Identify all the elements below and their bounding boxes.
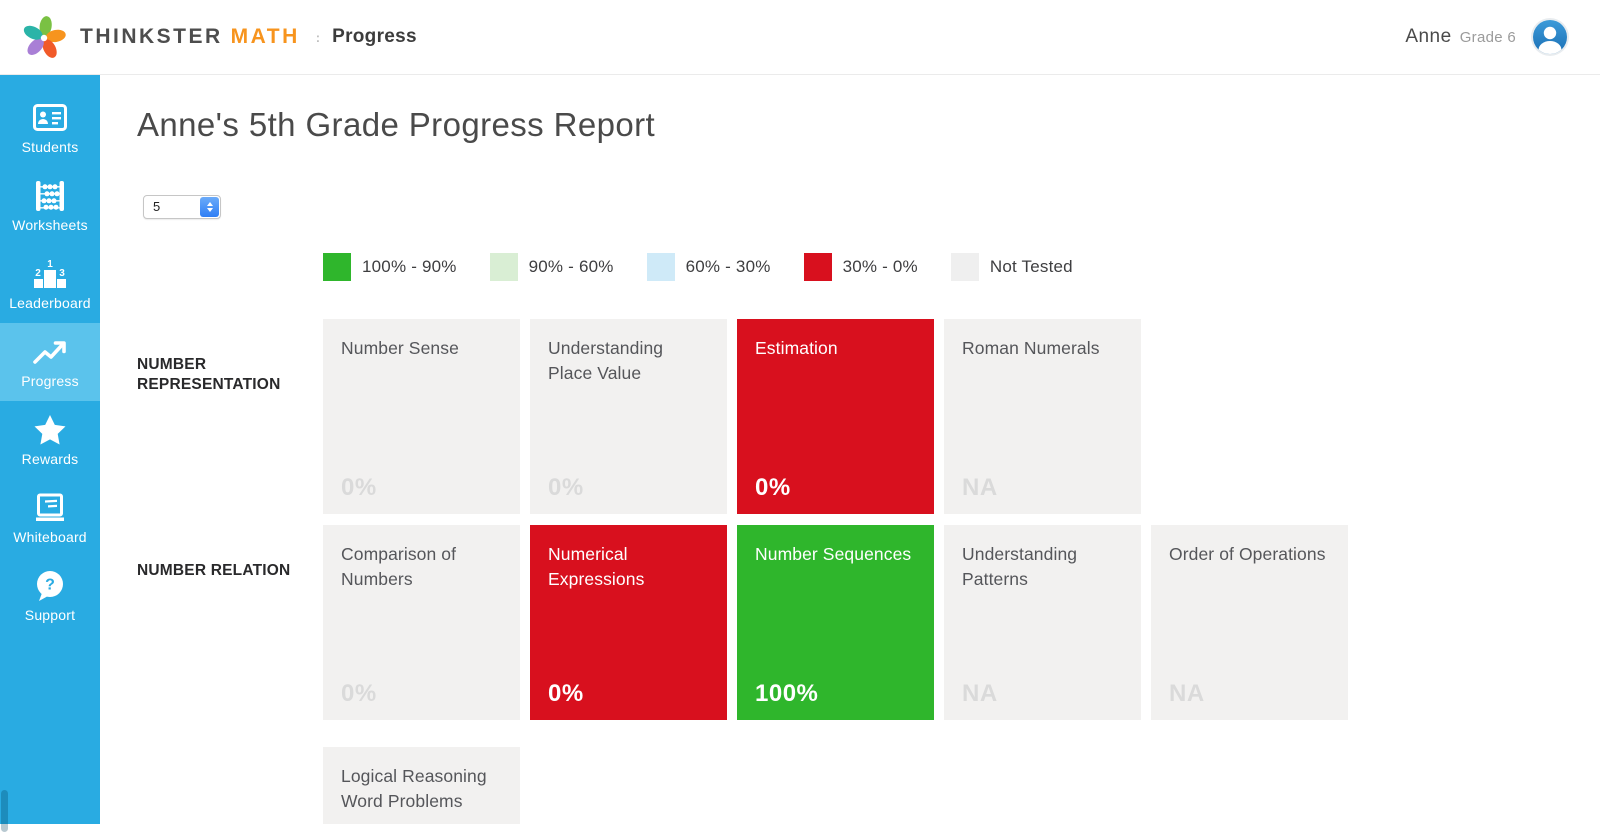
skill-card-understanding-place-value[interactable]: Understanding Place Value 0%	[530, 319, 727, 514]
skill-score: 0%	[755, 474, 791, 501]
grade-select[interactable]: 5	[143, 195, 221, 219]
legend-item: 90% - 60%	[489, 253, 614, 281]
sidebar-item-label: Whiteboard	[13, 528, 87, 545]
skill-score: NA	[962, 474, 998, 501]
legend-swatch-mid-low	[646, 253, 675, 281]
sidebar-item-leaderboard[interactable]: 1 2 3 Leaderboard	[0, 245, 100, 323]
skill-card-estimation[interactable]: Estimation 0%	[737, 319, 934, 514]
row-label: NUMBER REPRESENTATION	[137, 356, 281, 394]
user-grade: Grade 6	[1459, 28, 1516, 46]
header-user-area: Anne Grade 6	[1405, 17, 1570, 57]
star-icon	[33, 414, 67, 446]
skill-card-order-of-operations[interactable]: Order of Operations NA	[1151, 525, 1348, 720]
skill-score: 100%	[755, 680, 819, 707]
whiteboard-icon	[34, 492, 66, 524]
app-header: THINKSTER MATH : Progress Anne Grade 6	[0, 0, 1600, 75]
sidebar-item-label: Students	[21, 138, 79, 155]
sidebar-item-whiteboard[interactable]: Whiteboard	[0, 479, 100, 557]
sidebar-item-label: Support	[24, 606, 76, 623]
row-label: NUMBER RELATION	[137, 562, 291, 579]
stepper-arrows-icon[interactable]	[200, 197, 219, 217]
sidebar-item-progress[interactable]: Progress	[0, 323, 100, 401]
skill-card-number-sense[interactable]: Number Sense 0%	[323, 319, 520, 514]
sidebar-item-worksheets[interactable]: Worksheets	[0, 167, 100, 245]
topic-row-number-relation: NUMBER RELATION Comparison of Numbers 0%…	[137, 525, 1600, 720]
id-card-icon	[33, 102, 67, 134]
grade-select-value: 5	[153, 199, 161, 214]
sidebar-item-label: Progress	[21, 372, 79, 389]
legend-swatch-high	[323, 253, 351, 281]
topic-row-number-representation: NUMBER REPRESENTATION Number Sense 0% Un…	[137, 319, 1600, 514]
page-title: Anne's 5th Grade Progress Report	[137, 106, 656, 143]
avatar[interactable]	[1530, 17, 1570, 57]
brand-name: THINKSTER	[80, 25, 223, 48]
svg-text:?: ?	[45, 576, 55, 593]
skill-card-understanding-patterns[interactable]: Understanding Patterns NA	[944, 525, 1141, 720]
legend-item: 30% - 0%	[803, 253, 918, 281]
skill-score: NA	[1169, 680, 1205, 707]
sidebar-item-rewards[interactable]: Rewards	[0, 401, 100, 479]
skill-card-number-sequences[interactable]: Number Sequences 100%	[737, 525, 934, 720]
sidebar-item-support[interactable]: ? Support	[0, 557, 100, 635]
sidebar: Students Worksheets	[0, 75, 100, 824]
legend-item: 60% - 30%	[646, 253, 771, 281]
thinkster-pinwheel-icon	[23, 16, 66, 58]
svg-text:3: 3	[59, 268, 65, 279]
podium-icon: 1 2 3	[32, 258, 68, 290]
svg-text:1: 1	[47, 259, 53, 270]
main-content: Anne's 5th Grade Progress Report 5 100% …	[100, 75, 1600, 824]
skill-card-numerical-expressions[interactable]: Numerical Expressions 0%	[530, 525, 727, 720]
skill-score: 0%	[341, 680, 377, 707]
breadcrumb-separator: :	[315, 29, 321, 45]
topic-row-partial: Logical Reasoning Word Problems	[137, 747, 1600, 824]
legend-item: Not Tested	[950, 253, 1073, 281]
brand-logo[interactable]: THINKSTER MATH	[20, 11, 300, 63]
skill-score: 0%	[548, 474, 584, 501]
chevron-down-icon	[206, 208, 213, 213]
progress-matrix: NUMBER REPRESENTATION Number Sense 0% Un…	[137, 319, 1600, 824]
sidebar-item-label: Rewards	[21, 450, 79, 467]
skill-card-roman-numerals[interactable]: Roman Numerals NA	[944, 319, 1141, 514]
skill-card-comparison-of-numbers[interactable]: Comparison of Numbers 0%	[323, 525, 520, 720]
score-legend: 100% - 90% 90% - 60% 60% - 30% 30% - 0% …	[323, 253, 1600, 281]
sidebar-item-students[interactable]: Students	[0, 89, 100, 167]
vertical-scrollbar-thumb[interactable]	[1, 790, 8, 832]
breadcrumb: Progress	[332, 26, 417, 47]
trend-up-icon	[31, 336, 69, 368]
row-label	[137, 747, 323, 824]
skill-card-logical-reasoning-word-problems[interactable]: Logical Reasoning Word Problems	[323, 747, 520, 824]
skill-score: 0%	[341, 474, 377, 501]
legend-swatch-not-tested	[950, 253, 979, 281]
legend-swatch-mid-high	[489, 253, 518, 281]
legend-item: 100% - 90%	[323, 253, 457, 281]
sidebar-item-label: Worksheets	[12, 216, 88, 233]
question-icon: ?	[33, 570, 67, 602]
skill-score: NA	[962, 680, 998, 707]
chevron-up-icon	[206, 201, 213, 206]
sidebar-item-label: Leaderboard	[9, 294, 91, 311]
user-name: Anne	[1405, 26, 1452, 47]
brand-math: MATH	[230, 25, 300, 48]
legend-swatch-low	[803, 253, 832, 281]
abacus-icon	[34, 180, 66, 212]
svg-text:2: 2	[35, 268, 41, 279]
skill-score: 0%	[548, 680, 584, 707]
